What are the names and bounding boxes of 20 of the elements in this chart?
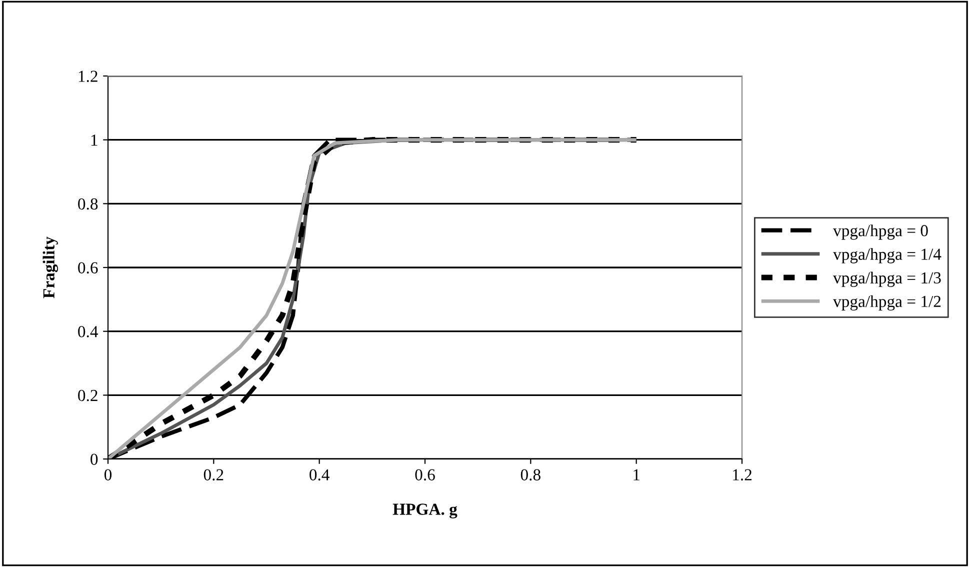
x-tick-label: 0.6 — [415, 469, 435, 481]
y-tick-label: 1 — [91, 134, 98, 146]
x-tick-label: 1.2 — [733, 469, 752, 481]
legend-label: vpga/hpga = 0 — [833, 224, 928, 240]
x-tick-label: 0.4 — [310, 469, 330, 481]
x-axis-title: HPGA. g — [392, 504, 458, 518]
x-tick-label: 0.2 — [204, 469, 224, 481]
x-tick-label: 1 — [634, 469, 640, 480]
legend-label: vpga/hpga = 1/4 — [833, 248, 942, 264]
legend-label: vpga/hpga = 1/2 — [833, 295, 941, 311]
y-tick-label: 1.2 — [78, 70, 98, 82]
y-axis-title: Fragility — [42, 236, 58, 298]
legend-label: vpga/hpga = 1/3 — [833, 272, 941, 287]
y-tick-label: 0.4 — [78, 326, 98, 338]
y-tick-label: 0.8 — [78, 198, 98, 210]
y-tick-label: 0 — [90, 454, 98, 465]
x-tick-label: 0.8 — [520, 469, 540, 481]
y-tick-label: 0.2 — [78, 390, 98, 402]
x-tick-label: 0 — [104, 469, 112, 480]
y-tick-label: 0.6 — [78, 262, 98, 274]
